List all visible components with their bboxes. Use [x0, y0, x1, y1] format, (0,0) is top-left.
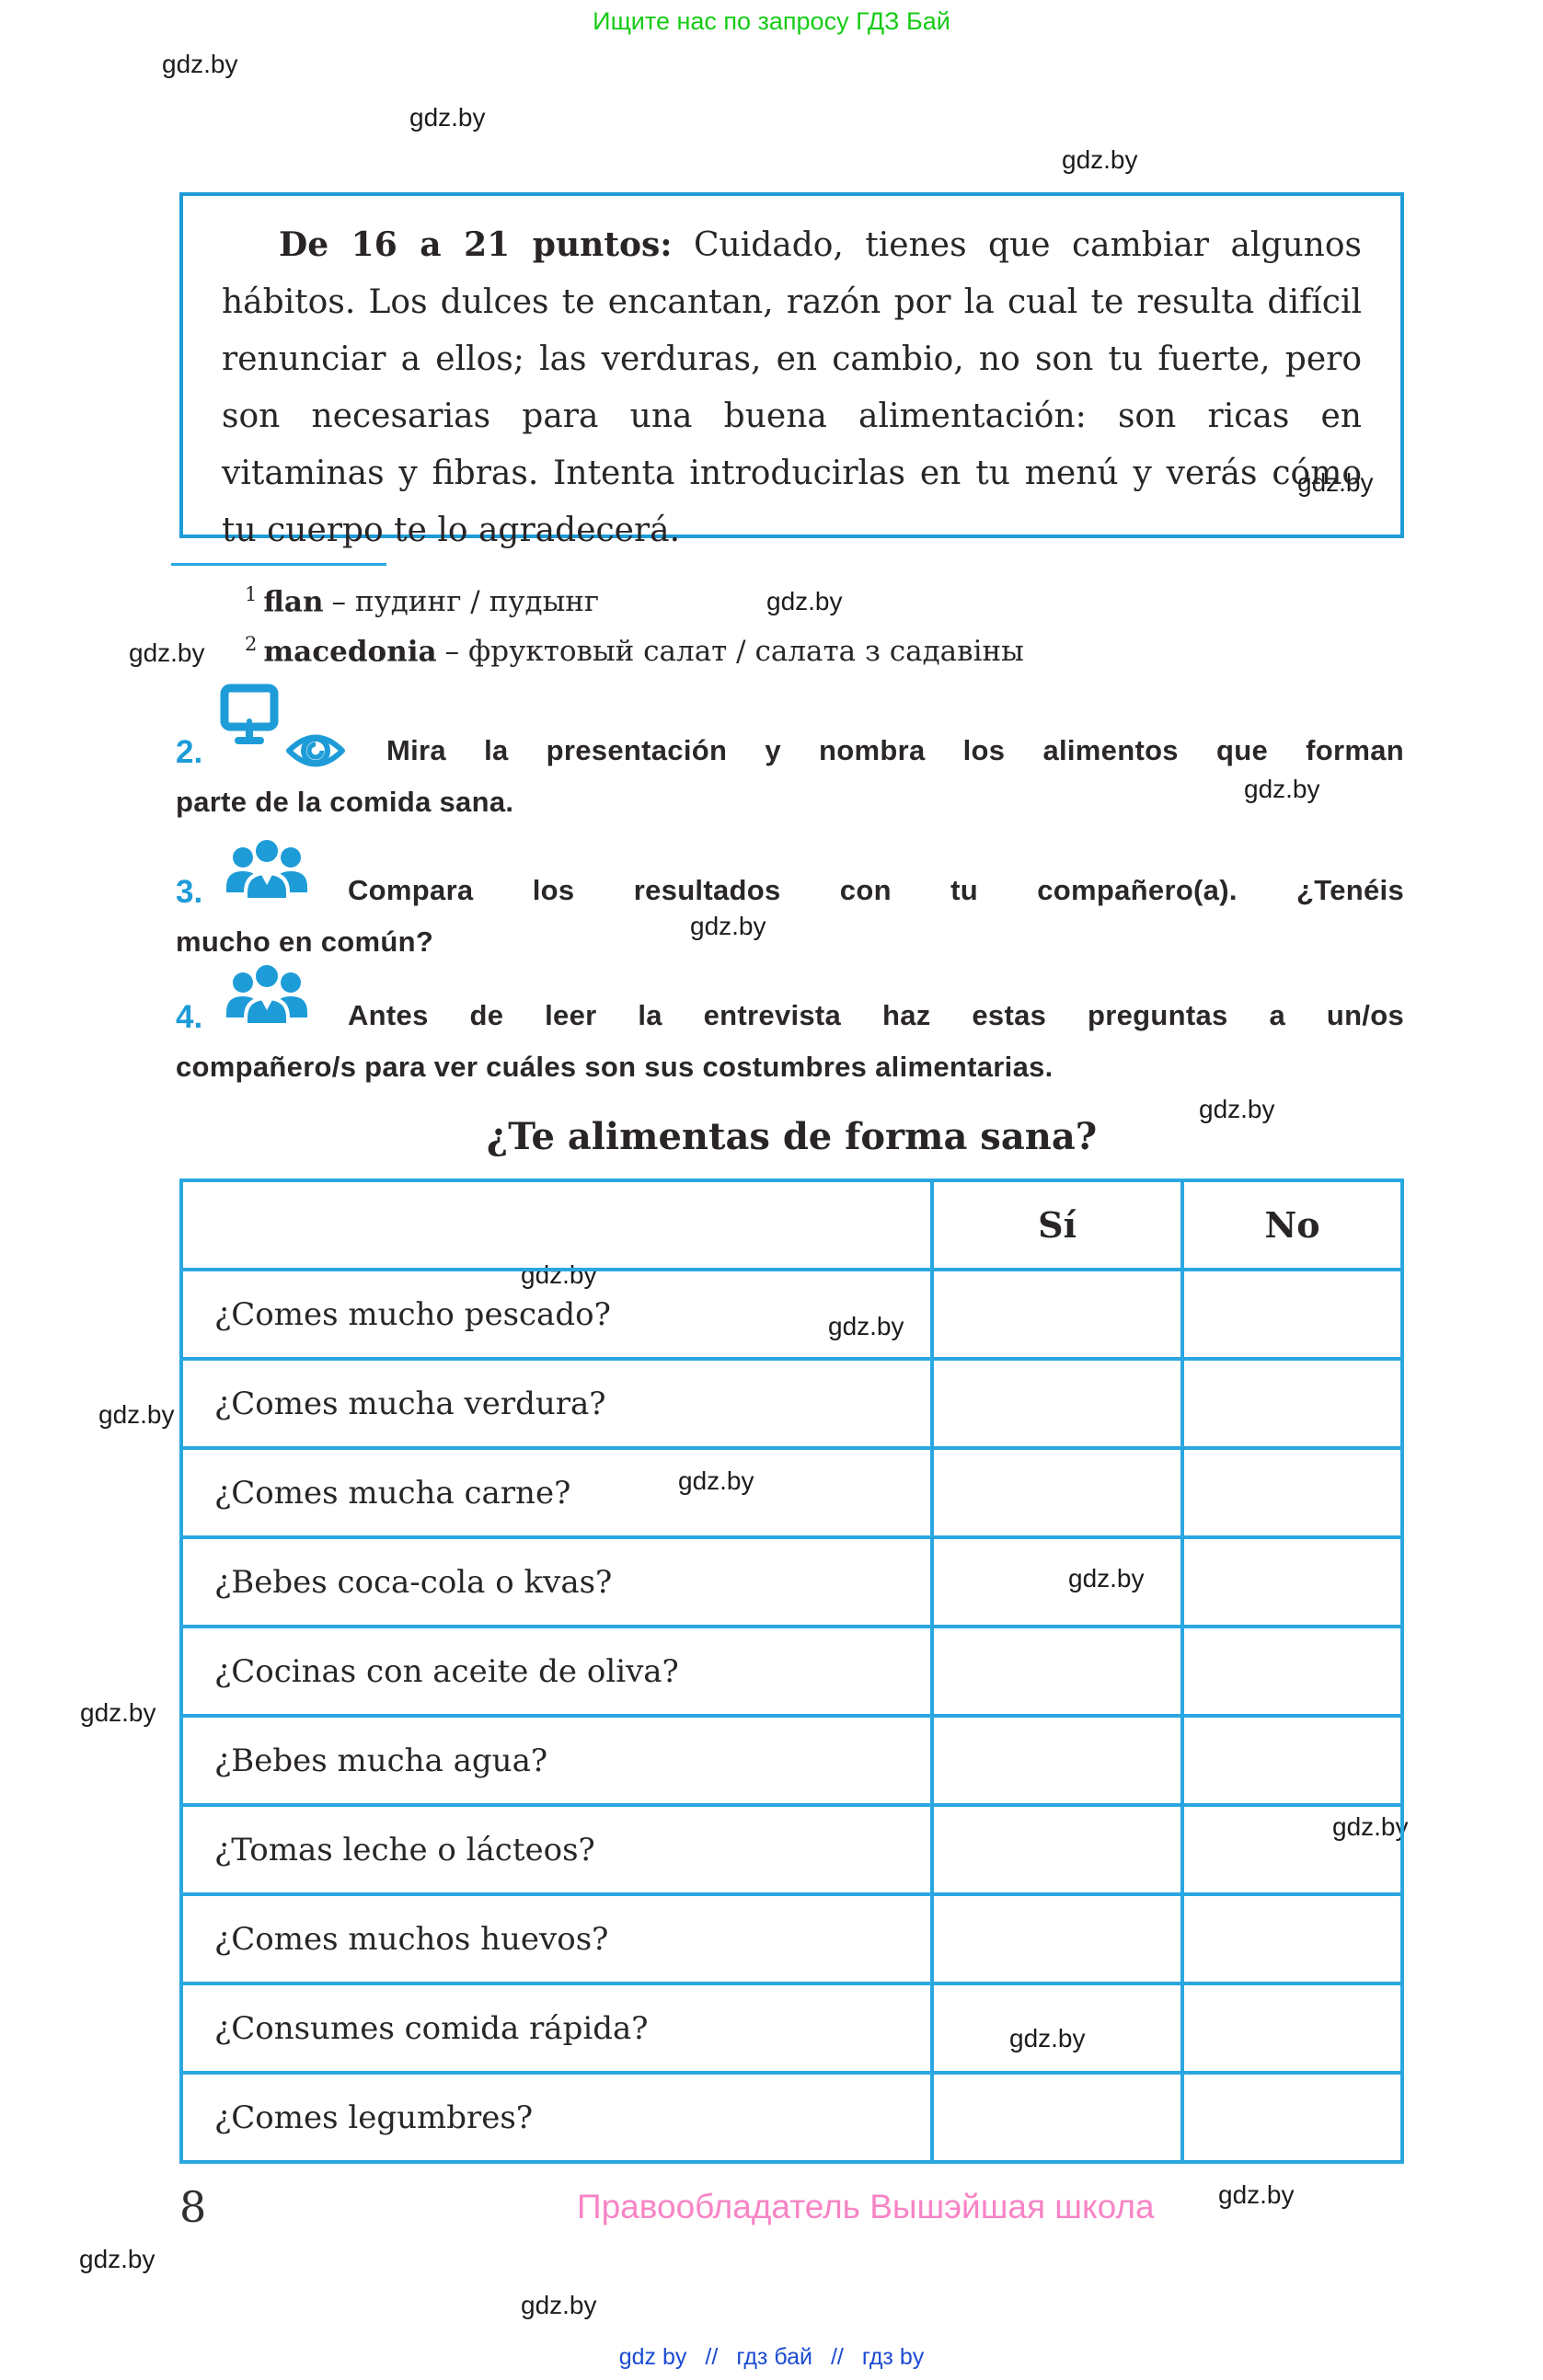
answer-cell-yes [930, 1268, 1185, 1361]
page-number: 8 [179, 2182, 207, 2232]
footnote-separator [171, 563, 386, 566]
table-row: ¿Comes mucha carne? [178, 1446, 1404, 1539]
answer-cell-yes [930, 1535, 1185, 1628]
watermark: gdz.by [1218, 2180, 1295, 2209]
watermark: gdz.by [766, 587, 843, 615]
question-cell: ¿Comes muchos huevos? [178, 1892, 935, 1985]
question-cell: ¿Tomas leche o lácteos? [178, 1803, 935, 1896]
answer-cell-no [1180, 1982, 1404, 2075]
survey-title: ¿Te alimentas de forma sana? [486, 1115, 1098, 1158]
question-cell: ¿Comes mucha verdura? [178, 1357, 935, 1450]
answer-cell-yes [930, 1714, 1185, 1807]
header-no-cell: No [1180, 1179, 1404, 1271]
table-row: ¿Comes mucha verdura? [178, 1357, 1404, 1450]
link-separator: // [705, 2344, 719, 2370]
footnote-term: flan [263, 585, 324, 619]
answer-cell-no [1180, 1714, 1404, 1807]
exercise-2-text-line2: parte de la comida sana. [176, 786, 514, 818]
exercise-3-text-line1: Compara los resultados con tu compañero(… [348, 874, 1404, 906]
answer-cell-no [1180, 1268, 1404, 1361]
answer-cell-no [1180, 1892, 1404, 1985]
question-cell: ¿Consumes comida rápida? [178, 1982, 935, 2075]
question-cell: ¿Bebes mucha agua? [178, 1714, 935, 1807]
exercise-2-number: 2. [176, 734, 203, 770]
exercise-4-number: 4. [176, 999, 203, 1035]
watermark: gdz.by [1297, 468, 1374, 497]
answer-cell-yes [930, 1446, 1185, 1539]
table-row: ¿Consumes comida rápida? [178, 1982, 1404, 2075]
answer-cell-yes [930, 1625, 1185, 1718]
eye-icon [286, 734, 345, 767]
answer-cell-no [1180, 1446, 1404, 1539]
watermark: gdz.by [129, 638, 205, 667]
score-result-text: De 16 a 21 puntos: Cuidado, tienes que c… [222, 225, 1362, 549]
copyright-notice: Правообладатель Вышэйшая школа [577, 2188, 1155, 2225]
table-row: ¿Comes muchos huevos? [178, 1892, 1404, 1985]
survey-table: Sí No ¿Comes mucho pescado? ¿Comes mucha… [178, 1179, 1404, 2164]
question-cell: ¿Cocinas con aceite de oliva? [178, 1625, 935, 1718]
score-range-lead: De 16 a 21 puntos: [279, 225, 673, 264]
exercise-3-text-line2: mucho en común? [176, 926, 434, 958]
watermark: gdz.by [80, 1698, 156, 1727]
footnote-definition: – пудинг / пудынг [331, 585, 600, 619]
score-result-box: De 16 a 21 puntos: Cuidado, tienes que c… [179, 192, 1404, 549]
promo-note: Ищите нас по запросу ГДЗ Бай [593, 7, 950, 35]
header-question-cell [178, 1179, 935, 1271]
monitor-icon [220, 684, 279, 744]
watermark: gdz.by [409, 103, 486, 132]
exercise-4-text-line2: compañero/s para ver cuáles son sus cost… [176, 1051, 1054, 1083]
answer-cell-yes [930, 1892, 1185, 1985]
link-separator: // [830, 2344, 844, 2370]
watermark: gdz.by [79, 2245, 155, 2273]
exercise-3-number: 3. [176, 874, 203, 910]
people-icon [226, 836, 307, 902]
answer-cell-no [1180, 1357, 1404, 1450]
watermark: gdz.by [521, 2291, 597, 2319]
question-cell: ¿Bebes coca-cola o kvas? [178, 1535, 935, 1628]
table-row: ¿Cocinas con aceite de oliva? [178, 1625, 1404, 1718]
header-yes-cell: Sí [930, 1179, 1185, 1271]
answer-cell-yes [930, 1982, 1185, 2075]
answer-cell-no [1180, 1803, 1404, 1896]
watermark: gdz.by [98, 1400, 175, 1429]
footnote-definition: – фруктовый салат / салата з садавіны [444, 635, 1024, 669]
answer-cell-no [1180, 1625, 1404, 1718]
question-cell: ¿Comes mucho pescado? [178, 1268, 935, 1361]
footer-link-gdz-bai[interactable]: гдз бай [736, 2344, 812, 2370]
footer-links: gdz by // гдз бай // гдз by [0, 2344, 1543, 2371]
table-row: ¿Bebes mucha agua? [178, 1714, 1404, 1807]
answer-cell-no [1180, 1535, 1404, 1628]
people-icon [226, 961, 307, 1027]
exercise-4-text-line1: Antes de leer la entrevista haz estas pr… [348, 999, 1404, 1031]
table-row: ¿Bebes coca-cola o kvas? [178, 1535, 1404, 1628]
table-row: ¿Comes mucho pescado? [178, 1268, 1404, 1361]
watermark: gdz.by [1244, 775, 1320, 803]
watermark: gdz.by [1199, 1095, 1275, 1123]
question-cell: ¿Comes legumbres? [178, 2071, 935, 2164]
footnote-marker: 2 [245, 633, 258, 655]
watermark: gdz.by [690, 912, 766, 940]
footer-link-gdz-by[interactable]: gdz by [618, 2344, 687, 2370]
exercise-2-text-line1: Mira la presentación y nombra los alimen… [386, 734, 1404, 766]
answer-cell-yes [930, 2071, 1185, 2164]
footer-link-gdz-by-2[interactable]: гдз by [861, 2344, 925, 2370]
table-row: ¿Comes legumbres? [178, 2071, 1404, 2164]
answer-cell-yes [930, 1357, 1185, 1450]
watermark: gdz.by [1062, 145, 1138, 174]
answer-cell-yes [930, 1803, 1185, 1896]
footnote-flan: 1 flan – пудинг / пудынг [245, 583, 599, 618]
footnote-marker: 1 [245, 583, 258, 605]
table-header-row: Sí No [178, 1179, 1404, 1271]
watermark: gdz.by [162, 50, 238, 78]
answer-cell-no [1180, 2071, 1404, 2164]
footnote-macedonia: 2 macedonia – фруктовый салат / салата з с… [245, 633, 1024, 668]
footnote-term: macedonia [263, 635, 437, 669]
question-cell: ¿Comes mucha carne? [178, 1446, 935, 1539]
table-row: ¿Tomas leche o lácteos? [178, 1803, 1404, 1896]
